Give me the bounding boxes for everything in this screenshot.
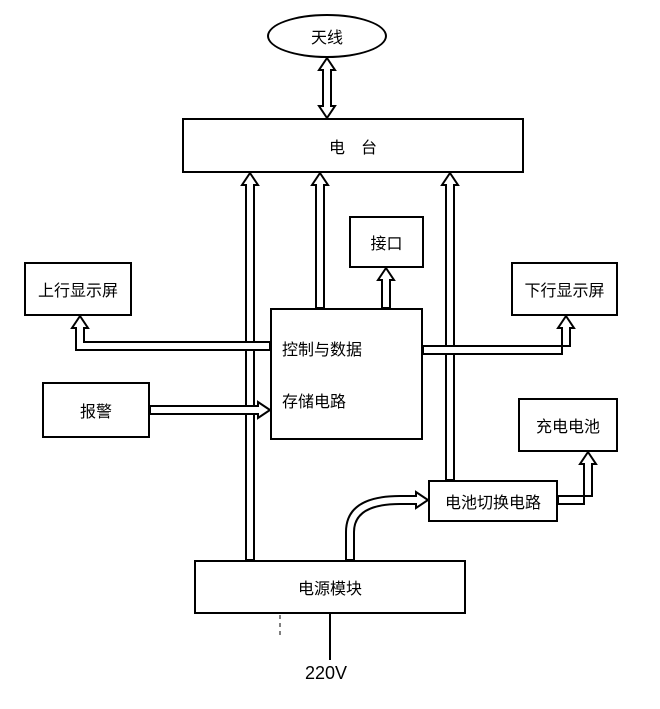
node-interface: 接口: [349, 216, 424, 268]
radio-label: 电 台: [329, 134, 377, 158]
ctrl-label2: 存储电路: [282, 388, 346, 412]
arrow-psu-switch: [346, 492, 428, 560]
node-ctrl: 控制与数据 存储电路: [270, 308, 423, 440]
arrow-antenna-radio: [319, 58, 335, 118]
arrow-switch-radio: [442, 173, 458, 480]
arrow-ctrl-upscreen: [72, 316, 270, 350]
battery-label: 充电电池: [536, 413, 600, 437]
switch-label: 电池切换电路: [445, 489, 541, 513]
arrow-ctrl-radio: [312, 173, 328, 308]
node-antenna: 天线: [267, 14, 387, 58]
bottom-220v-label: 220V: [305, 663, 347, 684]
node-upscreen: 上行显示屏: [24, 262, 132, 316]
arrow-psu-radio: [242, 173, 258, 560]
interface-label: 接口: [370, 230, 402, 254]
node-downscreen: 下行显示屏: [511, 262, 618, 316]
arrow-alarm-ctrl: [150, 402, 270, 418]
node-psu: 电源模块: [194, 560, 466, 614]
downscreen-label: 下行显示屏: [524, 277, 604, 301]
node-switch: 电池切换电路: [428, 480, 558, 522]
ctrl-label1: 控制与数据: [282, 336, 362, 360]
arrow-ctrl-interface: [378, 268, 394, 308]
node-alarm: 报警: [42, 382, 150, 438]
arrow-switch-battery: [558, 452, 596, 504]
node-battery: 充电电池: [518, 398, 618, 452]
antenna-label: 天线: [311, 24, 343, 48]
upscreen-label: 上行显示屏: [38, 277, 118, 301]
psu-label: 电源模块: [298, 575, 362, 599]
node-radio: 电 台: [182, 118, 524, 173]
alarm-label: 报警: [80, 398, 112, 422]
arrow-ctrl-downscreen: [423, 316, 574, 354]
